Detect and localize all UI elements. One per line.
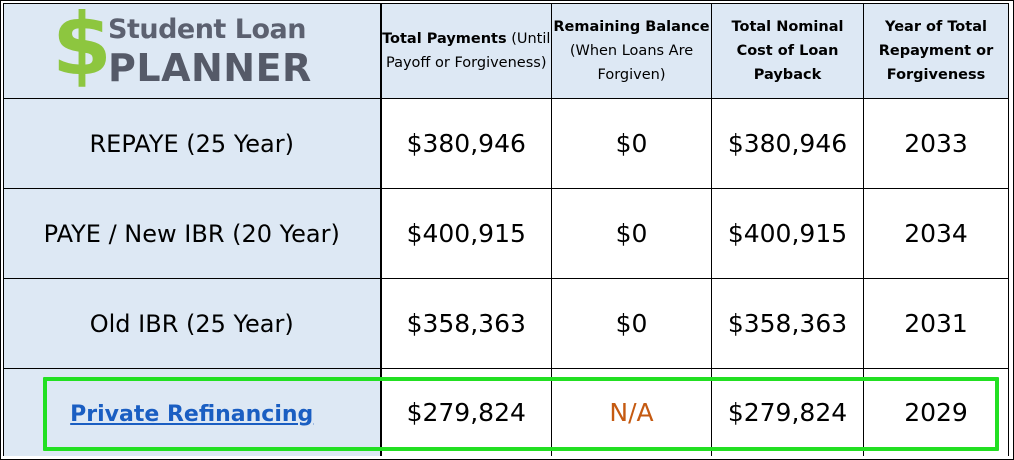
table-row: PAYE / New IBR (20 Year) $400,915 $0 $40…: [3, 188, 1009, 279]
logo-line-2: PLANNER: [108, 46, 312, 90]
nominal-cost-value: $400,915: [711, 188, 864, 279]
private-refinancing-link[interactable]: Private Refinancing: [70, 401, 314, 427]
year-value: 2031: [863, 278, 1009, 369]
comparison-table: $ Student Loan PLANNER Total Payments (U…: [3, 0, 1009, 456]
table-row-highlighted: Private Refinancing $279,824 N/A $279,82…: [3, 368, 1009, 456]
year-value: 2029: [863, 368, 1009, 456]
logo-cell: $ Student Loan PLANNER: [3, 0, 382, 99]
year-value: 2034: [863, 188, 1009, 279]
remaining-balance-value: $0: [551, 98, 712, 189]
total-payments-value: $279,824: [380, 368, 552, 456]
header-remaining-balance: Remaining Balance (When Loans Are Forgiv…: [551, 3, 712, 99]
year-value: 2033: [863, 98, 1009, 189]
total-payments-value: $358,363: [380, 278, 552, 369]
header-year: Year of Total Repayment or Forgiveness: [863, 3, 1009, 99]
table-row: Old IBR (25 Year) $358,363 $0 $358,363 2…: [3, 278, 1009, 369]
remaining-balance-value: N/A: [551, 368, 712, 456]
header-row: $ Student Loan PLANNER Total Payments (U…: [3, 0, 1009, 99]
nominal-cost-value: $279,824: [711, 368, 864, 456]
remaining-balance-value: $0: [551, 188, 712, 279]
nominal-cost-value: $358,363: [711, 278, 864, 369]
plan-name-cell: Private Refinancing: [3, 368, 382, 456]
dollar-sign-icon: $: [52, 0, 112, 95]
nominal-cost-value: $380,946: [711, 98, 864, 189]
table-row: REPAYE (25 Year) $380,946 $0 $380,946 20…: [3, 98, 1009, 189]
header-total-payments: Total Payments (Until Payoff or Forgiven…: [380, 3, 552, 99]
student-loan-planner-logo: $ Student Loan PLANNER: [4, 0, 374, 98]
plan-name: PAYE / New IBR (20 Year): [3, 188, 382, 279]
total-payments-value: $400,915: [380, 188, 552, 279]
header-nominal-cost: Total Nominal Cost of Loan Payback: [711, 3, 864, 99]
total-payments-value: $380,946: [380, 98, 552, 189]
logo-line-1: Student Loan: [108, 14, 306, 45]
plan-name: Old IBR (25 Year): [3, 278, 382, 369]
remaining-balance-value: $0: [551, 278, 712, 369]
plan-name: REPAYE (25 Year): [3, 98, 382, 189]
